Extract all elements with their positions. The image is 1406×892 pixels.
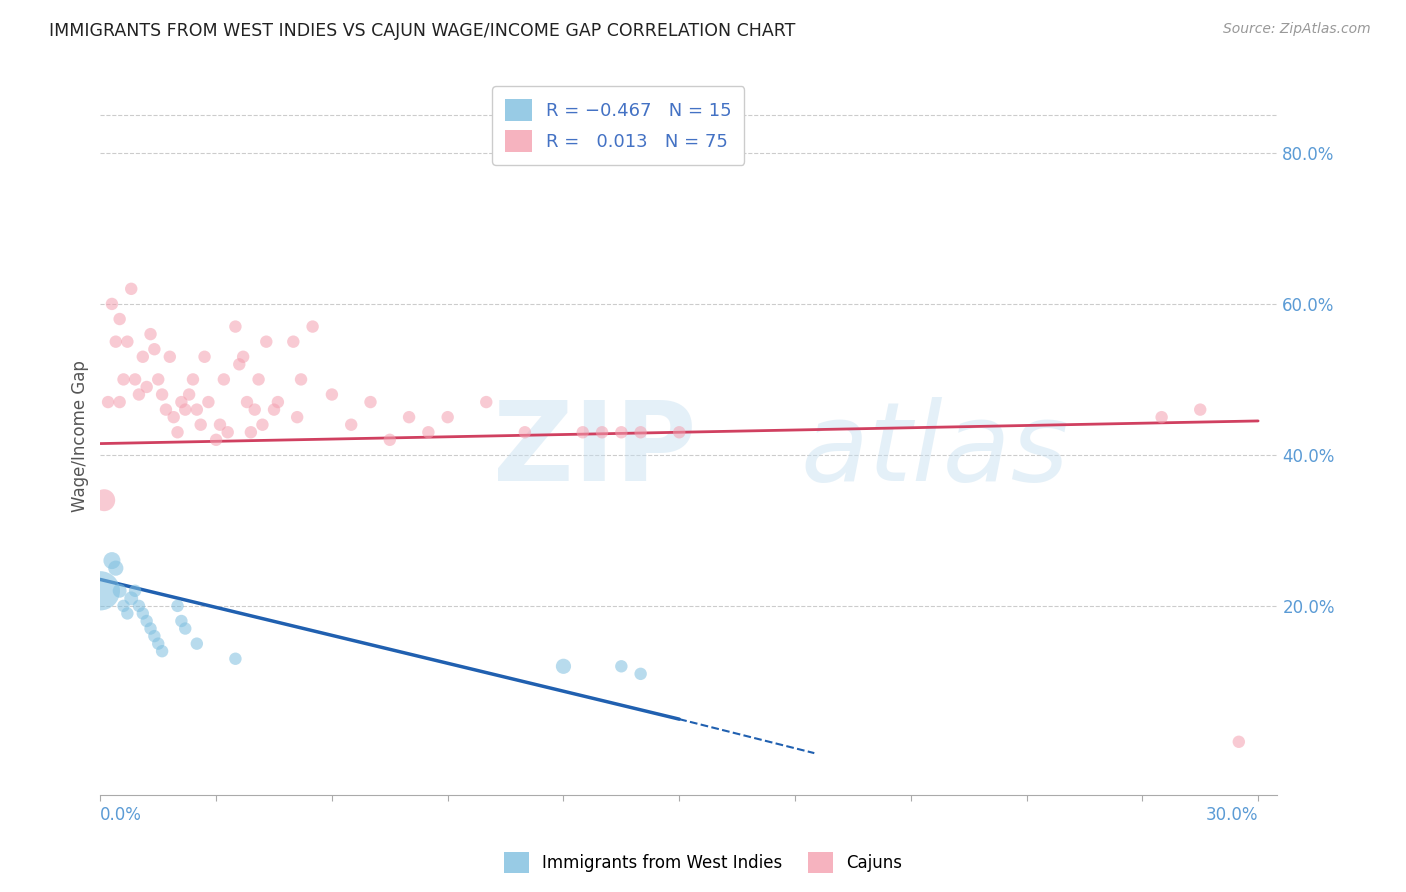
Point — [108, 395, 131, 409]
Point — [104, 334, 127, 349]
Point — [1150, 410, 1173, 425]
Point — [179, 387, 201, 401]
Point — [475, 395, 498, 409]
Point — [124, 372, 146, 386]
Point — [228, 357, 250, 371]
Point — [174, 402, 197, 417]
Point — [263, 402, 285, 417]
Point — [124, 583, 146, 598]
Point — [139, 622, 162, 636]
Point — [174, 622, 197, 636]
Point — [166, 425, 188, 440]
Point — [143, 629, 166, 643]
Point — [267, 395, 290, 409]
Point — [150, 387, 173, 401]
Text: 0.0%: 0.0% — [100, 806, 142, 824]
Point — [236, 395, 259, 409]
Text: 30.0%: 30.0% — [1205, 806, 1258, 824]
Point — [148, 372, 170, 386]
Point — [254, 334, 277, 349]
Point — [239, 425, 262, 440]
Point — [290, 372, 312, 386]
Point — [208, 417, 231, 432]
Point — [132, 607, 155, 621]
Text: ZIP: ZIP — [494, 397, 696, 504]
Point — [1227, 735, 1250, 749]
Point — [166, 599, 188, 613]
Point — [212, 372, 235, 386]
Point — [668, 425, 690, 440]
Point — [436, 410, 458, 425]
Point — [217, 425, 239, 440]
Point — [247, 372, 270, 386]
Point — [120, 282, 142, 296]
Point — [101, 553, 124, 567]
Point — [155, 402, 177, 417]
Point — [112, 372, 135, 386]
Point — [224, 319, 246, 334]
Point — [128, 599, 150, 613]
Point — [108, 312, 131, 326]
Point — [186, 402, 208, 417]
Text: Source: ZipAtlas.com: Source: ZipAtlas.com — [1223, 22, 1371, 37]
Point — [148, 637, 170, 651]
Point — [340, 417, 363, 432]
Legend: R = −0.467   N = 15, R =   0.013   N = 75: R = −0.467 N = 15, R = 0.013 N = 75 — [492, 87, 744, 165]
Point — [610, 425, 633, 440]
Point — [591, 425, 613, 440]
Point — [193, 350, 215, 364]
Point — [117, 334, 139, 349]
Point — [285, 410, 308, 425]
Point — [89, 583, 111, 598]
Point — [190, 417, 212, 432]
Point — [170, 614, 193, 628]
Point — [321, 387, 343, 401]
Legend: Immigrants from West Indies, Cajuns: Immigrants from West Indies, Cajuns — [498, 846, 908, 880]
Point — [418, 425, 440, 440]
Point — [1189, 402, 1212, 417]
Point — [104, 561, 127, 575]
Point — [186, 637, 208, 651]
Point — [398, 410, 420, 425]
Point — [630, 425, 652, 440]
Point — [112, 599, 135, 613]
Point — [170, 395, 193, 409]
Point — [159, 350, 181, 364]
Point — [232, 350, 254, 364]
Point — [360, 395, 382, 409]
Point — [571, 425, 593, 440]
Point — [553, 659, 575, 673]
Point — [243, 402, 266, 417]
Point — [108, 583, 131, 598]
Point — [128, 387, 150, 401]
Point — [513, 425, 536, 440]
Point — [143, 343, 166, 357]
Point — [197, 395, 219, 409]
Point — [301, 319, 323, 334]
Point — [101, 297, 124, 311]
Point — [181, 372, 204, 386]
Text: atlas: atlas — [800, 397, 1070, 504]
Point — [252, 417, 274, 432]
Point — [97, 395, 120, 409]
Point — [283, 334, 305, 349]
Point — [120, 591, 142, 606]
Point — [135, 614, 157, 628]
Point — [378, 433, 401, 447]
Point — [163, 410, 186, 425]
Point — [630, 666, 652, 681]
Point — [132, 350, 155, 364]
Text: IMMIGRANTS FROM WEST INDIES VS CAJUN WAGE/INCOME GAP CORRELATION CHART: IMMIGRANTS FROM WEST INDIES VS CAJUN WAG… — [49, 22, 796, 40]
Point — [135, 380, 157, 394]
Y-axis label: Wage/Income Gap: Wage/Income Gap — [72, 360, 89, 512]
Point — [93, 493, 115, 508]
Point — [224, 652, 246, 666]
Point — [117, 607, 139, 621]
Point — [139, 327, 162, 342]
Point — [150, 644, 173, 658]
Point — [205, 433, 228, 447]
Point — [610, 659, 633, 673]
